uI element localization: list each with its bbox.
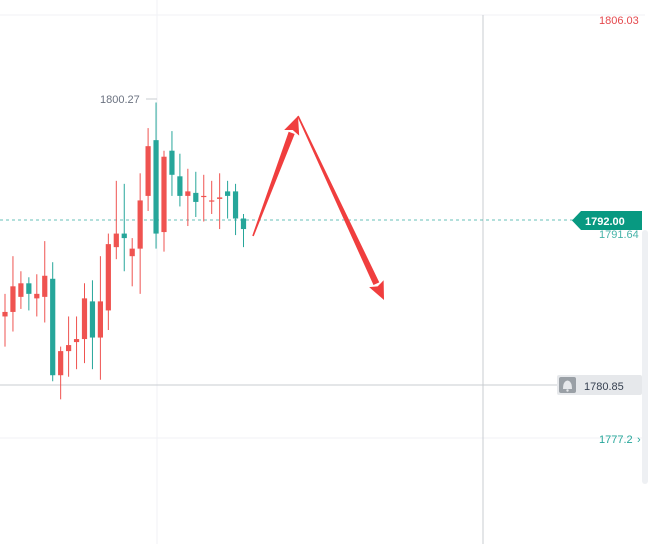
- crosshair-price-badge[interactable]: 1780.85: [557, 375, 642, 395]
- candle-body: [145, 146, 151, 196]
- candle: [73, 316, 80, 370]
- candle: [209, 180, 215, 214]
- candle-body: [105, 244, 111, 311]
- candle: [58, 346, 64, 400]
- candle-body: [97, 301, 103, 338]
- candle-body: [232, 191, 239, 219]
- candle-body: [26, 283, 32, 294]
- candle: [97, 256, 103, 380]
- candle: [169, 131, 175, 196]
- candle: [145, 128, 151, 211]
- candle-body: [225, 191, 231, 196]
- candle-body: [89, 301, 96, 338]
- scroll-chevron-icon[interactable]: ›: [637, 434, 641, 446]
- candle: [137, 173, 143, 294]
- candle: [81, 283, 88, 364]
- candle-body: [121, 233, 127, 239]
- candle: [217, 173, 223, 230]
- arrow-head[interactable]: [369, 280, 384, 300]
- arrow-annotation[interactable]: [297, 115, 384, 300]
- candle: [10, 256, 16, 332]
- candle: [34, 274, 40, 317]
- candle-body: [193, 192, 199, 202]
- candle-body: [18, 283, 24, 297]
- arrow-head[interactable]: [284, 116, 300, 136]
- candle: [18, 271, 24, 309]
- candle-body: [2, 311, 8, 317]
- candle-body: [113, 233, 119, 248]
- bell-icon[interactable]: [559, 377, 576, 393]
- candle-body: [169, 150, 175, 175]
- candle-body: [50, 278, 56, 376]
- candle-body: [73, 339, 80, 343]
- candle-body: [217, 197, 223, 199]
- candle: [240, 213, 247, 248]
- current-price-value: 1792.00: [585, 216, 625, 228]
- crosshair-price-value: 1780.85: [584, 381, 624, 393]
- candle: [153, 102, 159, 249]
- candle: [66, 316, 72, 377]
- candle-body: [129, 248, 135, 257]
- candle-body: [42, 275, 48, 297]
- candle-body: [240, 218, 247, 230]
- price-label-lower: 1777.2: [599, 434, 633, 446]
- candle: [113, 180, 119, 260]
- candle-body: [201, 195, 207, 198]
- candle-body: [185, 191, 191, 196]
- candle-body: [209, 200, 215, 202]
- candle: [193, 171, 199, 217]
- high-price-label: 1800.27: [100, 94, 140, 106]
- candle: [2, 293, 8, 347]
- candle: [232, 183, 239, 236]
- arrow-shaft[interactable]: [297, 115, 380, 286]
- candle-body: [66, 345, 72, 352]
- candle: [121, 183, 127, 272]
- candle: [26, 277, 32, 311]
- candle: [129, 238, 135, 287]
- arrow-annotation[interactable]: [252, 116, 300, 237]
- price-axis-scrollbar[interactable]: [642, 230, 648, 484]
- candle-body: [153, 140, 159, 234]
- drawn-arrows[interactable]: [252, 115, 384, 300]
- candle-body: [10, 286, 16, 312]
- candle: [50, 262, 56, 382]
- candle-body: [34, 293, 40, 299]
- candle: [225, 180, 231, 219]
- candle: [105, 233, 111, 331]
- arrow-shaft[interactable]: [252, 131, 295, 237]
- candle-body: [81, 298, 88, 340]
- candle: [177, 153, 183, 207]
- candle: [89, 280, 96, 370]
- current-price-badge: 1792.00: [572, 211, 642, 230]
- candle-body: [177, 176, 183, 196]
- price-label-top: 1806.03: [599, 15, 639, 27]
- candle-body: [58, 351, 64, 376]
- candles-group: [2, 102, 247, 400]
- candle: [185, 168, 191, 227]
- candle: [201, 174, 207, 222]
- candle: [161, 150, 167, 252]
- price-label-under-current: 1791.64: [599, 229, 639, 241]
- candle-body: [137, 200, 143, 249]
- candle-body: [161, 156, 167, 233]
- candle: [42, 241, 48, 323]
